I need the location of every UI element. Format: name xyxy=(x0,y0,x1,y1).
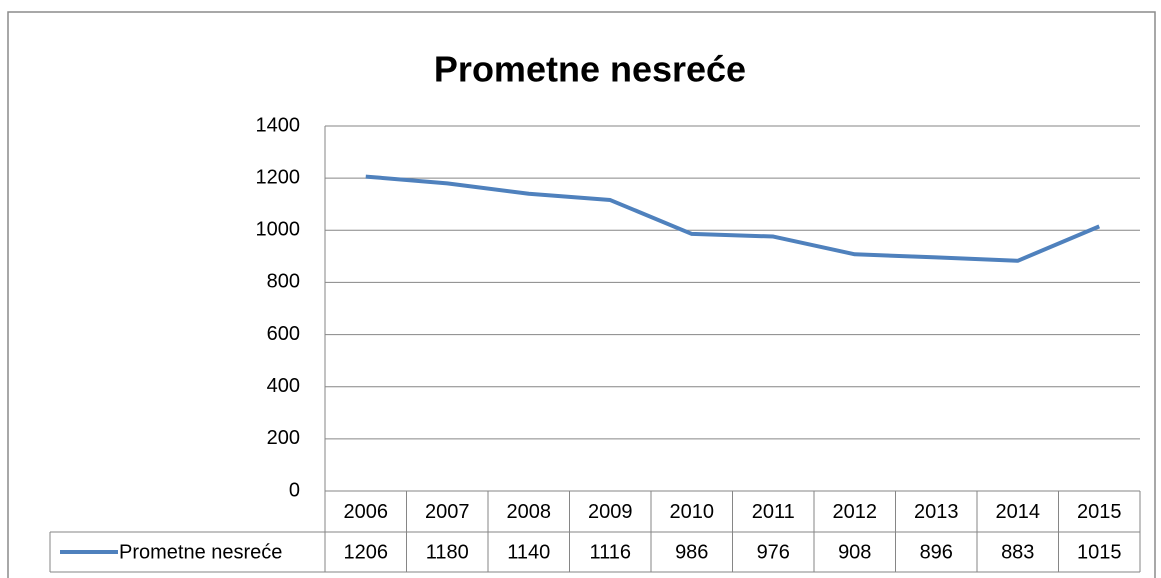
y-tick-label: 200 xyxy=(267,427,300,449)
data-table-value: 1015 xyxy=(1077,541,1122,563)
data-table-value: 1206 xyxy=(344,541,389,563)
data-table-value: 883 xyxy=(1001,541,1034,563)
data-table-value: 1180 xyxy=(426,541,469,563)
y-tick-label: 1000 xyxy=(256,219,301,241)
y-tick-label: 1200 xyxy=(256,166,301,188)
x-tick-label: 2012 xyxy=(833,501,878,523)
data-table-value: 986 xyxy=(675,541,708,563)
data-table-value: 976 xyxy=(757,541,790,563)
x-tick-label: 2009 xyxy=(588,501,633,523)
data-table-value: 1140 xyxy=(507,541,550,563)
x-tick-label: 2006 xyxy=(344,501,389,523)
data-table-value: 1116 xyxy=(589,541,631,563)
y-tick-label: 1400 xyxy=(256,114,301,136)
x-tick-label: 2010 xyxy=(670,501,715,523)
y-tick-label: 0 xyxy=(289,479,300,501)
x-tick-label: 2008 xyxy=(507,501,552,523)
x-tick-label: 2011 xyxy=(752,501,795,523)
x-tick-label: 2013 xyxy=(914,501,959,523)
line-series xyxy=(365,174,1101,263)
y-tick-label: 400 xyxy=(267,375,300,397)
legend-label: Prometne nesreće xyxy=(119,541,282,563)
y-tick-label: 600 xyxy=(267,323,300,345)
chart-border xyxy=(7,11,1156,578)
x-tick-label: 2015 xyxy=(1077,501,1122,523)
data-table-value: 896 xyxy=(920,541,953,563)
data-table-value: 908 xyxy=(838,541,871,563)
x-tick-label: 2007 xyxy=(425,501,470,523)
chart-title: Prometne nesreće xyxy=(434,49,746,90)
y-tick-label: 800 xyxy=(267,271,300,293)
x-tick-label: 2014 xyxy=(996,501,1041,523)
